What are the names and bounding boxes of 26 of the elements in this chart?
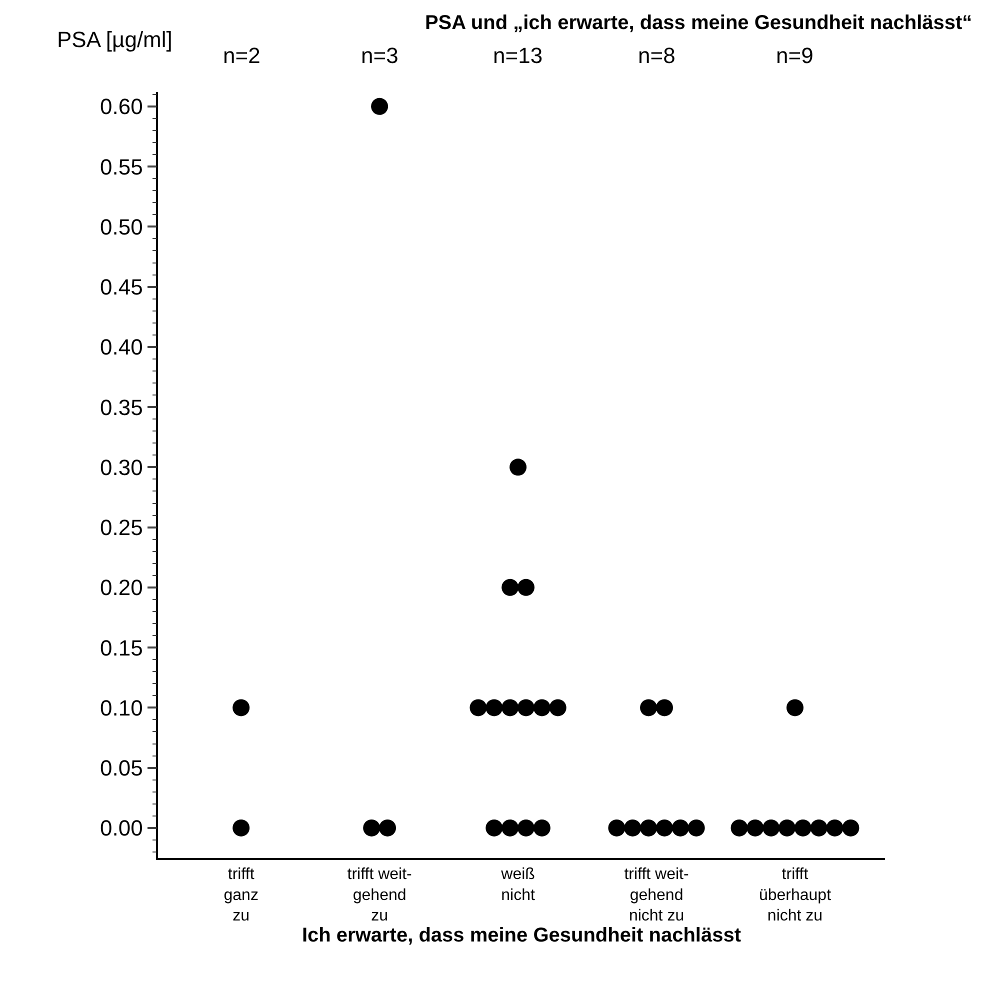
- x-tick-label: trifft weit- gehend zu: [347, 866, 412, 925]
- x-axis-title: Ich erwarte, dass meine Gesundheit nachlässt: [302, 924, 742, 947]
- text: n=2: [223, 43, 260, 68]
- y-tick-label: 0.20: [100, 575, 143, 600]
- y-tick-label: 0.00: [100, 816, 143, 841]
- y-tick-label: 0.45: [100, 274, 143, 300]
- y-tick-label: 0.60: [100, 94, 143, 120]
- y-tick-label: 0.40: [100, 334, 143, 360]
- chart-title: PSA und „ich erwarte, dass meine Gesundheit nachlässt“: [424, 12, 972, 34]
- y-tick-label: 0.30: [100, 454, 143, 480]
- y-tick-label: 0.25: [100, 515, 143, 540]
- text: n=9: [776, 43, 814, 68]
- x-tick-label: trifft überhaupt nicht zu: [758, 866, 832, 925]
- x-tick-label: trifft weit- gehend nicht zu: [624, 866, 689, 925]
- x-tick-label: trifft ganz zu: [224, 866, 258, 925]
- y-tick-label: 0.05: [100, 756, 143, 781]
- y-tick-label: 0.35: [100, 394, 143, 420]
- y-tick-label: 0.15: [100, 635, 143, 660]
- y-tick-label: 0.55: [100, 154, 143, 180]
- y-tick-label: 0.50: [100, 214, 143, 240]
- y-axis-title: PSA [µg/ml]: [57, 27, 172, 52]
- y-tick-label: 0.10: [100, 695, 143, 720]
- text: n=13: [493, 43, 543, 68]
- x-tick-label: weiß nicht: [500, 866, 536, 904]
- text: n=8: [638, 43, 676, 68]
- text: n=3: [361, 43, 398, 68]
